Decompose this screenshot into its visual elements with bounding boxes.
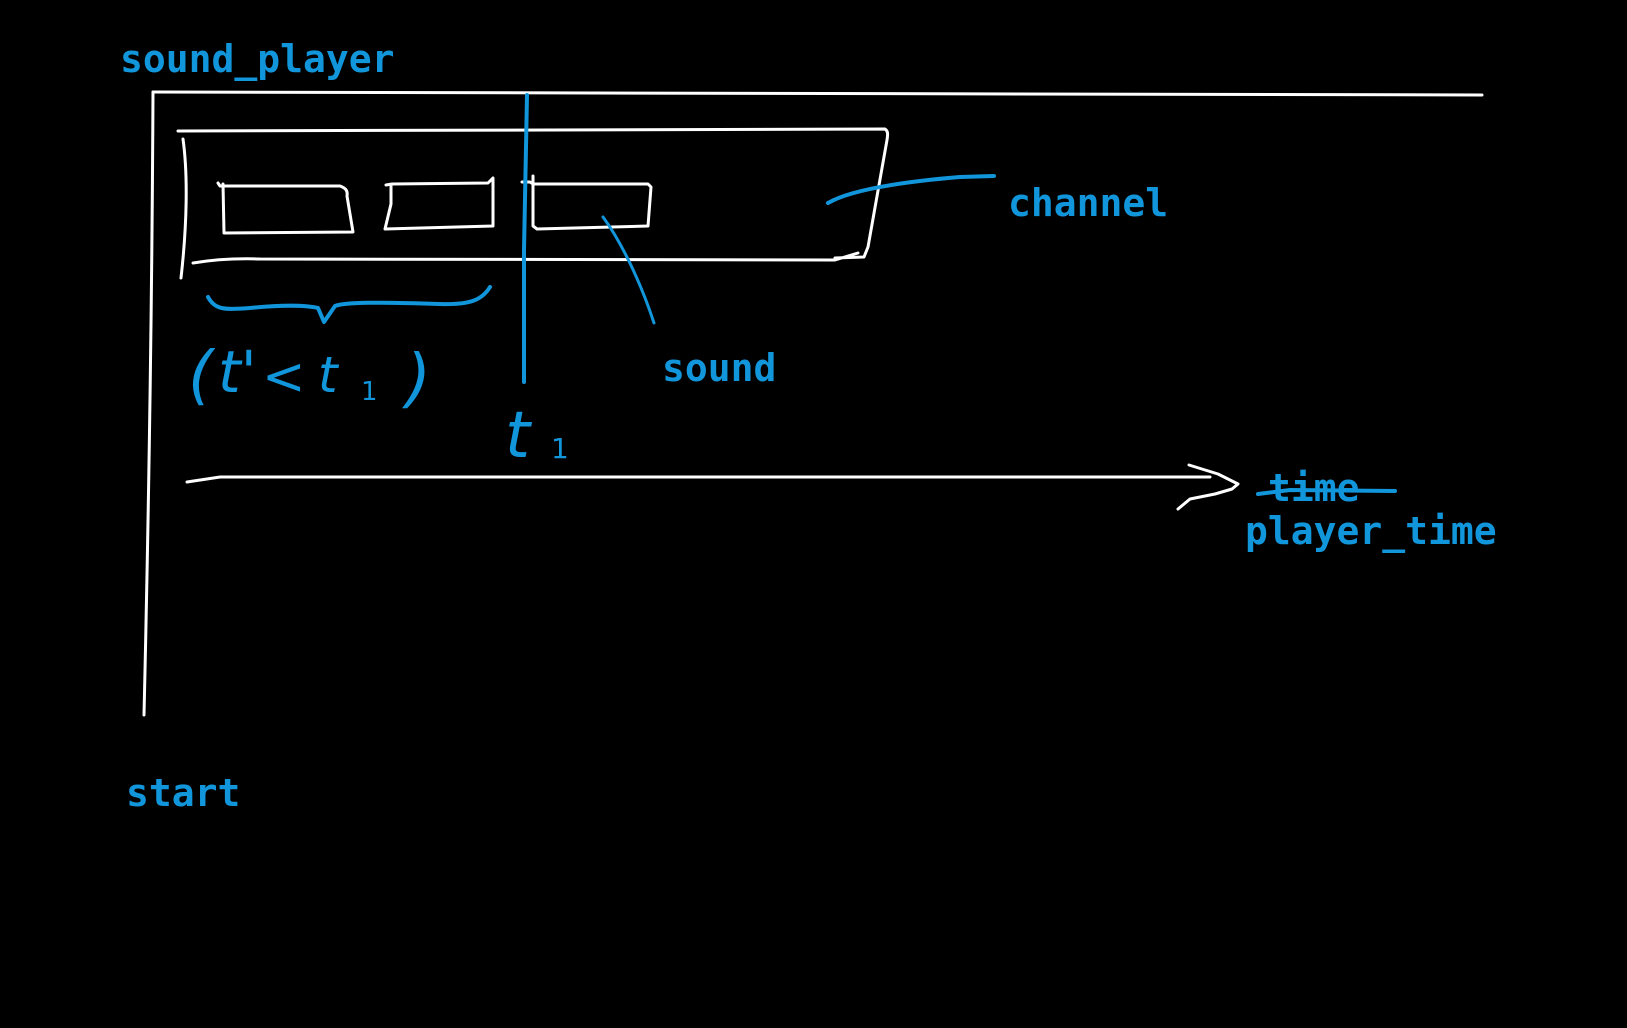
sound-player-frame-top [151, 90, 1484, 97]
time-t1-subscript: 1 [551, 432, 569, 465]
time-axis-line [185, 475, 1212, 484]
start-label: start [126, 771, 240, 815]
sound-box-3 [520, 174, 653, 231]
condition-t1: t [318, 346, 340, 404]
condition-less-than: < [262, 347, 306, 407]
condition-t1-subscript: 1 [361, 377, 378, 407]
channel-label: channel [1008, 181, 1168, 225]
time-axis-arrowhead [1176, 463, 1240, 511]
player-time-label: player_time [1245, 509, 1497, 553]
sound-box-1 [216, 181, 355, 235]
condition-t-prime: t' [218, 338, 257, 406]
time-label-strikethrough [1256, 487, 1397, 496]
sound-label: sound [662, 346, 776, 390]
channel-pointer-line [826, 174, 996, 205]
sound-player-title: sound_player [120, 37, 395, 81]
sound-player-frame-left [142, 90, 155, 717]
time-t1-label: t [505, 399, 533, 473]
condition-close-paren: ) [402, 342, 431, 416]
channel-box [176, 127, 890, 280]
sound-pointer-line [601, 215, 656, 325]
condition-open-paren: ( [188, 339, 216, 413]
sound-box-2 [383, 176, 495, 231]
time-label-struck: time [1268, 466, 1360, 510]
time-t1-marker-line [522, 93, 529, 384]
played-sounds-brace [206, 285, 492, 324]
